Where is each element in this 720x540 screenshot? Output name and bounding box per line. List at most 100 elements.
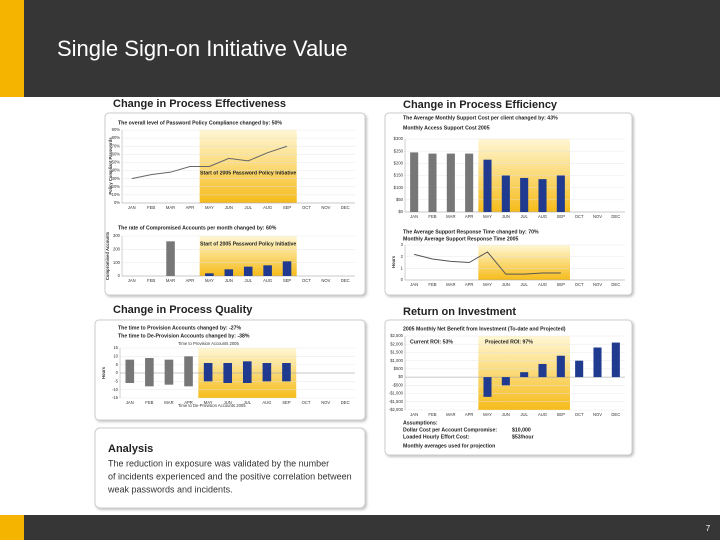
x-tick-label: JUN	[225, 278, 233, 283]
bar	[184, 356, 193, 373]
x-tick-label: JAN	[410, 214, 418, 219]
x-tick-label: JUL	[520, 214, 528, 219]
y-tick-label: 15	[113, 345, 118, 350]
bar	[556, 355, 565, 378]
x-tick-label: JUL	[244, 400, 252, 405]
bar	[282, 261, 292, 276]
chart-text: Monthly Average Support Response Time 20…	[403, 236, 519, 242]
chart-text: Monthly Access Support Cost 2005	[403, 125, 490, 131]
bar	[501, 175, 510, 212]
x-tick-label: AUG	[262, 400, 271, 405]
y-tick-label: -10	[112, 387, 119, 392]
bar	[556, 175, 565, 212]
x-tick-label: JAN	[128, 205, 136, 210]
x-tick-label: MAR	[166, 278, 175, 283]
y-tick-label: 50%	[112, 160, 121, 165]
bar	[205, 273, 214, 276]
y-tick-label: $250	[394, 148, 404, 153]
assumption-note: Monthly averages used for projection	[403, 443, 495, 449]
y-tick-label: 5	[116, 362, 119, 367]
assumption-value: $10,000	[512, 427, 531, 433]
assumption-value: $53/hour	[512, 434, 534, 440]
x-tick-label: FEB	[145, 400, 153, 405]
x-tick-label: SEP	[557, 214, 566, 219]
x-tick-label: SEP	[283, 278, 292, 283]
bar	[243, 266, 253, 276]
page-number: 7	[706, 524, 711, 533]
x-tick-label: AUG	[263, 205, 272, 210]
x-tick-label: JAN	[410, 412, 418, 417]
y-tick-label: 300	[113, 233, 121, 238]
y-axis-label: Compromised Accounts	[105, 231, 110, 280]
y-axis-label: Hours	[391, 255, 396, 268]
footer-bar	[0, 515, 720, 540]
y-tick-label: -$1,000	[389, 391, 404, 396]
highlight-region	[478, 245, 570, 280]
y-tick-label: 90%	[112, 127, 121, 132]
analysis-panel	[94, 427, 366, 509]
bar	[483, 377, 492, 397]
x-tick-label: OCT	[302, 205, 311, 210]
x-tick-label: NOV	[593, 214, 602, 219]
y-tick-label: 0	[118, 273, 121, 278]
section-heading: Change in Process Quality	[113, 304, 253, 316]
y-tick-label: $500	[394, 366, 404, 371]
y-tick-label: 100	[113, 260, 121, 265]
y-tick-label: $1,000	[390, 358, 403, 363]
chart-title: The rate of Compromised Accounts per mon…	[118, 225, 277, 231]
y-tick-label: $1,500	[390, 350, 403, 355]
y-tick-label: 0%	[114, 200, 120, 205]
bar	[465, 153, 474, 212]
chart-title: 2005 Monthly Net Benefit from Investment…	[403, 326, 566, 332]
x-tick-label: FEB	[147, 278, 155, 283]
y-axis-label: Policy Compliant Passwords	[108, 137, 113, 195]
y-tick-label: -$1,500	[389, 399, 404, 404]
bar	[184, 373, 193, 387]
highlight-region	[199, 130, 297, 203]
slide-title: Single Sign-on Initiative Value	[57, 36, 348, 61]
bar	[446, 153, 455, 212]
x-tick-label: MAR	[446, 214, 455, 219]
y-tick-label: 70%	[112, 143, 121, 148]
y-tick-label: 10%	[112, 192, 121, 197]
x-tick-label: FEB	[428, 214, 436, 219]
y-axis-label: Hours	[101, 366, 106, 379]
chart-title: The overall level of Password Policy Com…	[118, 120, 282, 126]
x-tick-label: AUG	[263, 278, 272, 283]
y-tick-label: -$500	[392, 382, 403, 387]
chart-text: Current ROI: 53%	[410, 339, 453, 345]
y-tick-label: 0	[401, 277, 404, 282]
bar	[410, 152, 419, 212]
bar	[611, 342, 620, 378]
bar	[501, 377, 510, 386]
bar	[242, 373, 252, 383]
y-tick-label: 3	[401, 242, 404, 247]
bar	[282, 373, 291, 382]
x-tick-label: JUN	[502, 214, 510, 219]
y-tick-label: 2	[401, 254, 404, 259]
bar	[164, 359, 174, 373]
x-tick-label: JUN	[502, 412, 510, 417]
analysis-text: weak passwords and incidents.	[107, 484, 233, 494]
bar	[224, 269, 234, 276]
section-heading: Change in Process Effectiveness	[113, 98, 286, 110]
header-accent	[0, 0, 24, 97]
x-tick-label: NOV	[593, 282, 602, 287]
y-tick-label: $100	[394, 185, 404, 190]
line	[131, 145, 288, 180]
y-tick-label: $0	[398, 209, 403, 214]
x-tick-label: MAR	[164, 400, 173, 405]
section-heading: Change in Process Efficiency	[403, 99, 558, 111]
x-tick-label: MAR	[166, 205, 175, 210]
x-tick-label: JUL	[520, 282, 528, 287]
analysis-text: The reduction in exposure was validated …	[108, 458, 329, 468]
x-tick-label: SEP	[557, 412, 566, 417]
bar	[575, 360, 584, 378]
x-tick-label: MAY	[205, 278, 214, 283]
bar	[166, 241, 175, 276]
x-tick-label: APR	[465, 412, 474, 417]
chart-title: The Average Support Response Time change…	[403, 229, 539, 235]
legend-label: Time to Provision Accounts 2005	[178, 341, 239, 346]
line	[414, 251, 561, 275]
y-tick-label: 10	[113, 353, 118, 358]
